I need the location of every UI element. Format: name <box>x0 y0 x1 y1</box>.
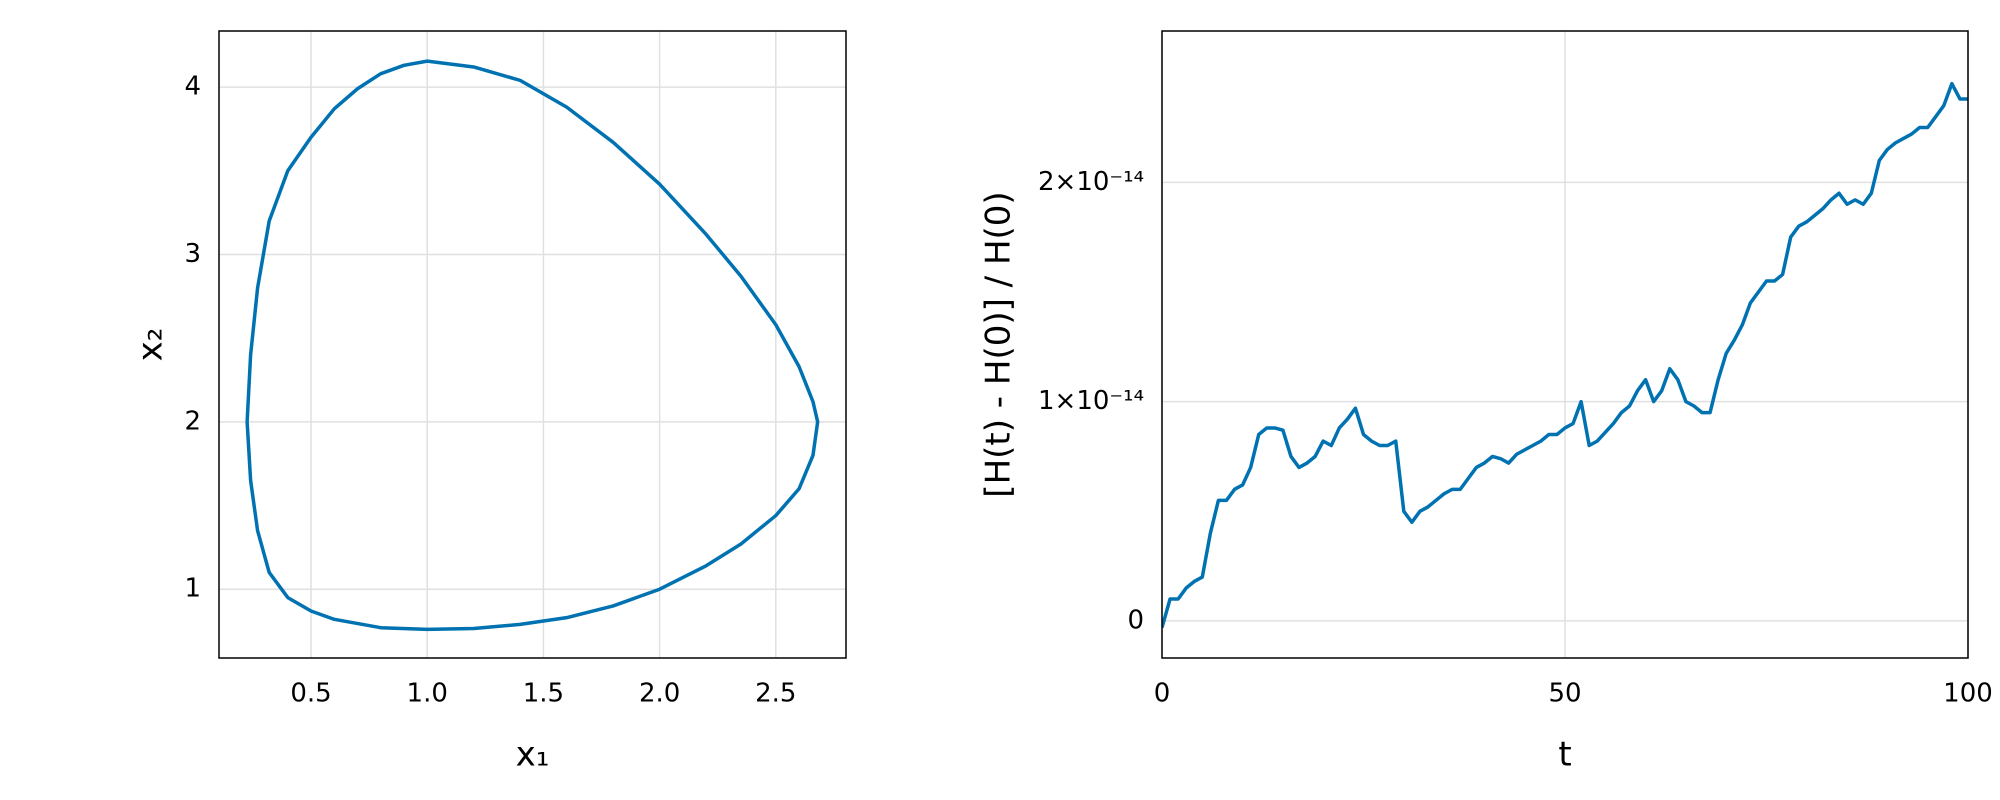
x-tick-label: 1.0 <box>407 679 448 709</box>
y-axis-title: x₂ <box>131 328 171 362</box>
chart: 0.5 1.0 1.5 2.0 2.5 1 2 3 4 x₁ x₂ <box>131 30 847 775</box>
y-tick-label: 0 <box>1127 605 1144 635</box>
x-axis-title: x₁ <box>516 735 550 775</box>
chart: 0 50 100 0 1×10⁻¹⁴ 2×10⁻¹⁴ t [H(t) - H(0)] / H(… <box>979 30 1993 775</box>
x-tick-label: 50 <box>1548 679 1581 709</box>
axis-frame <box>218 30 847 659</box>
x-tick-label: 0.5 <box>290 679 331 709</box>
plot-area <box>1162 81 1968 628</box>
axis-frame <box>1161 30 1969 659</box>
data-line <box>245 59 820 632</box>
x-tick-label: 2.5 <box>755 679 796 709</box>
x-tick-label: 2.0 <box>639 679 680 709</box>
y-tick-label: 1×10⁻¹⁴ <box>1038 386 1144 416</box>
y-tick-label: 2×10⁻¹⁴ <box>1038 167 1144 197</box>
x-axis-title: t <box>1558 735 1571 775</box>
y-tick-label: 1 <box>184 574 201 604</box>
x-tick-label: 1.5 <box>523 679 564 709</box>
data-line <box>1162 81 1968 628</box>
y-tick-label: 2 <box>184 406 201 436</box>
plot-area <box>245 59 820 632</box>
y-axis-title: [H(t) - H(0)] / H(0) <box>979 191 1019 497</box>
y-tick-label: 4 <box>184 72 201 102</box>
y-tick-label: 3 <box>184 239 201 269</box>
x-tick-label: 100 <box>1943 679 1993 709</box>
x-tick-label: 0 <box>1154 679 1171 709</box>
